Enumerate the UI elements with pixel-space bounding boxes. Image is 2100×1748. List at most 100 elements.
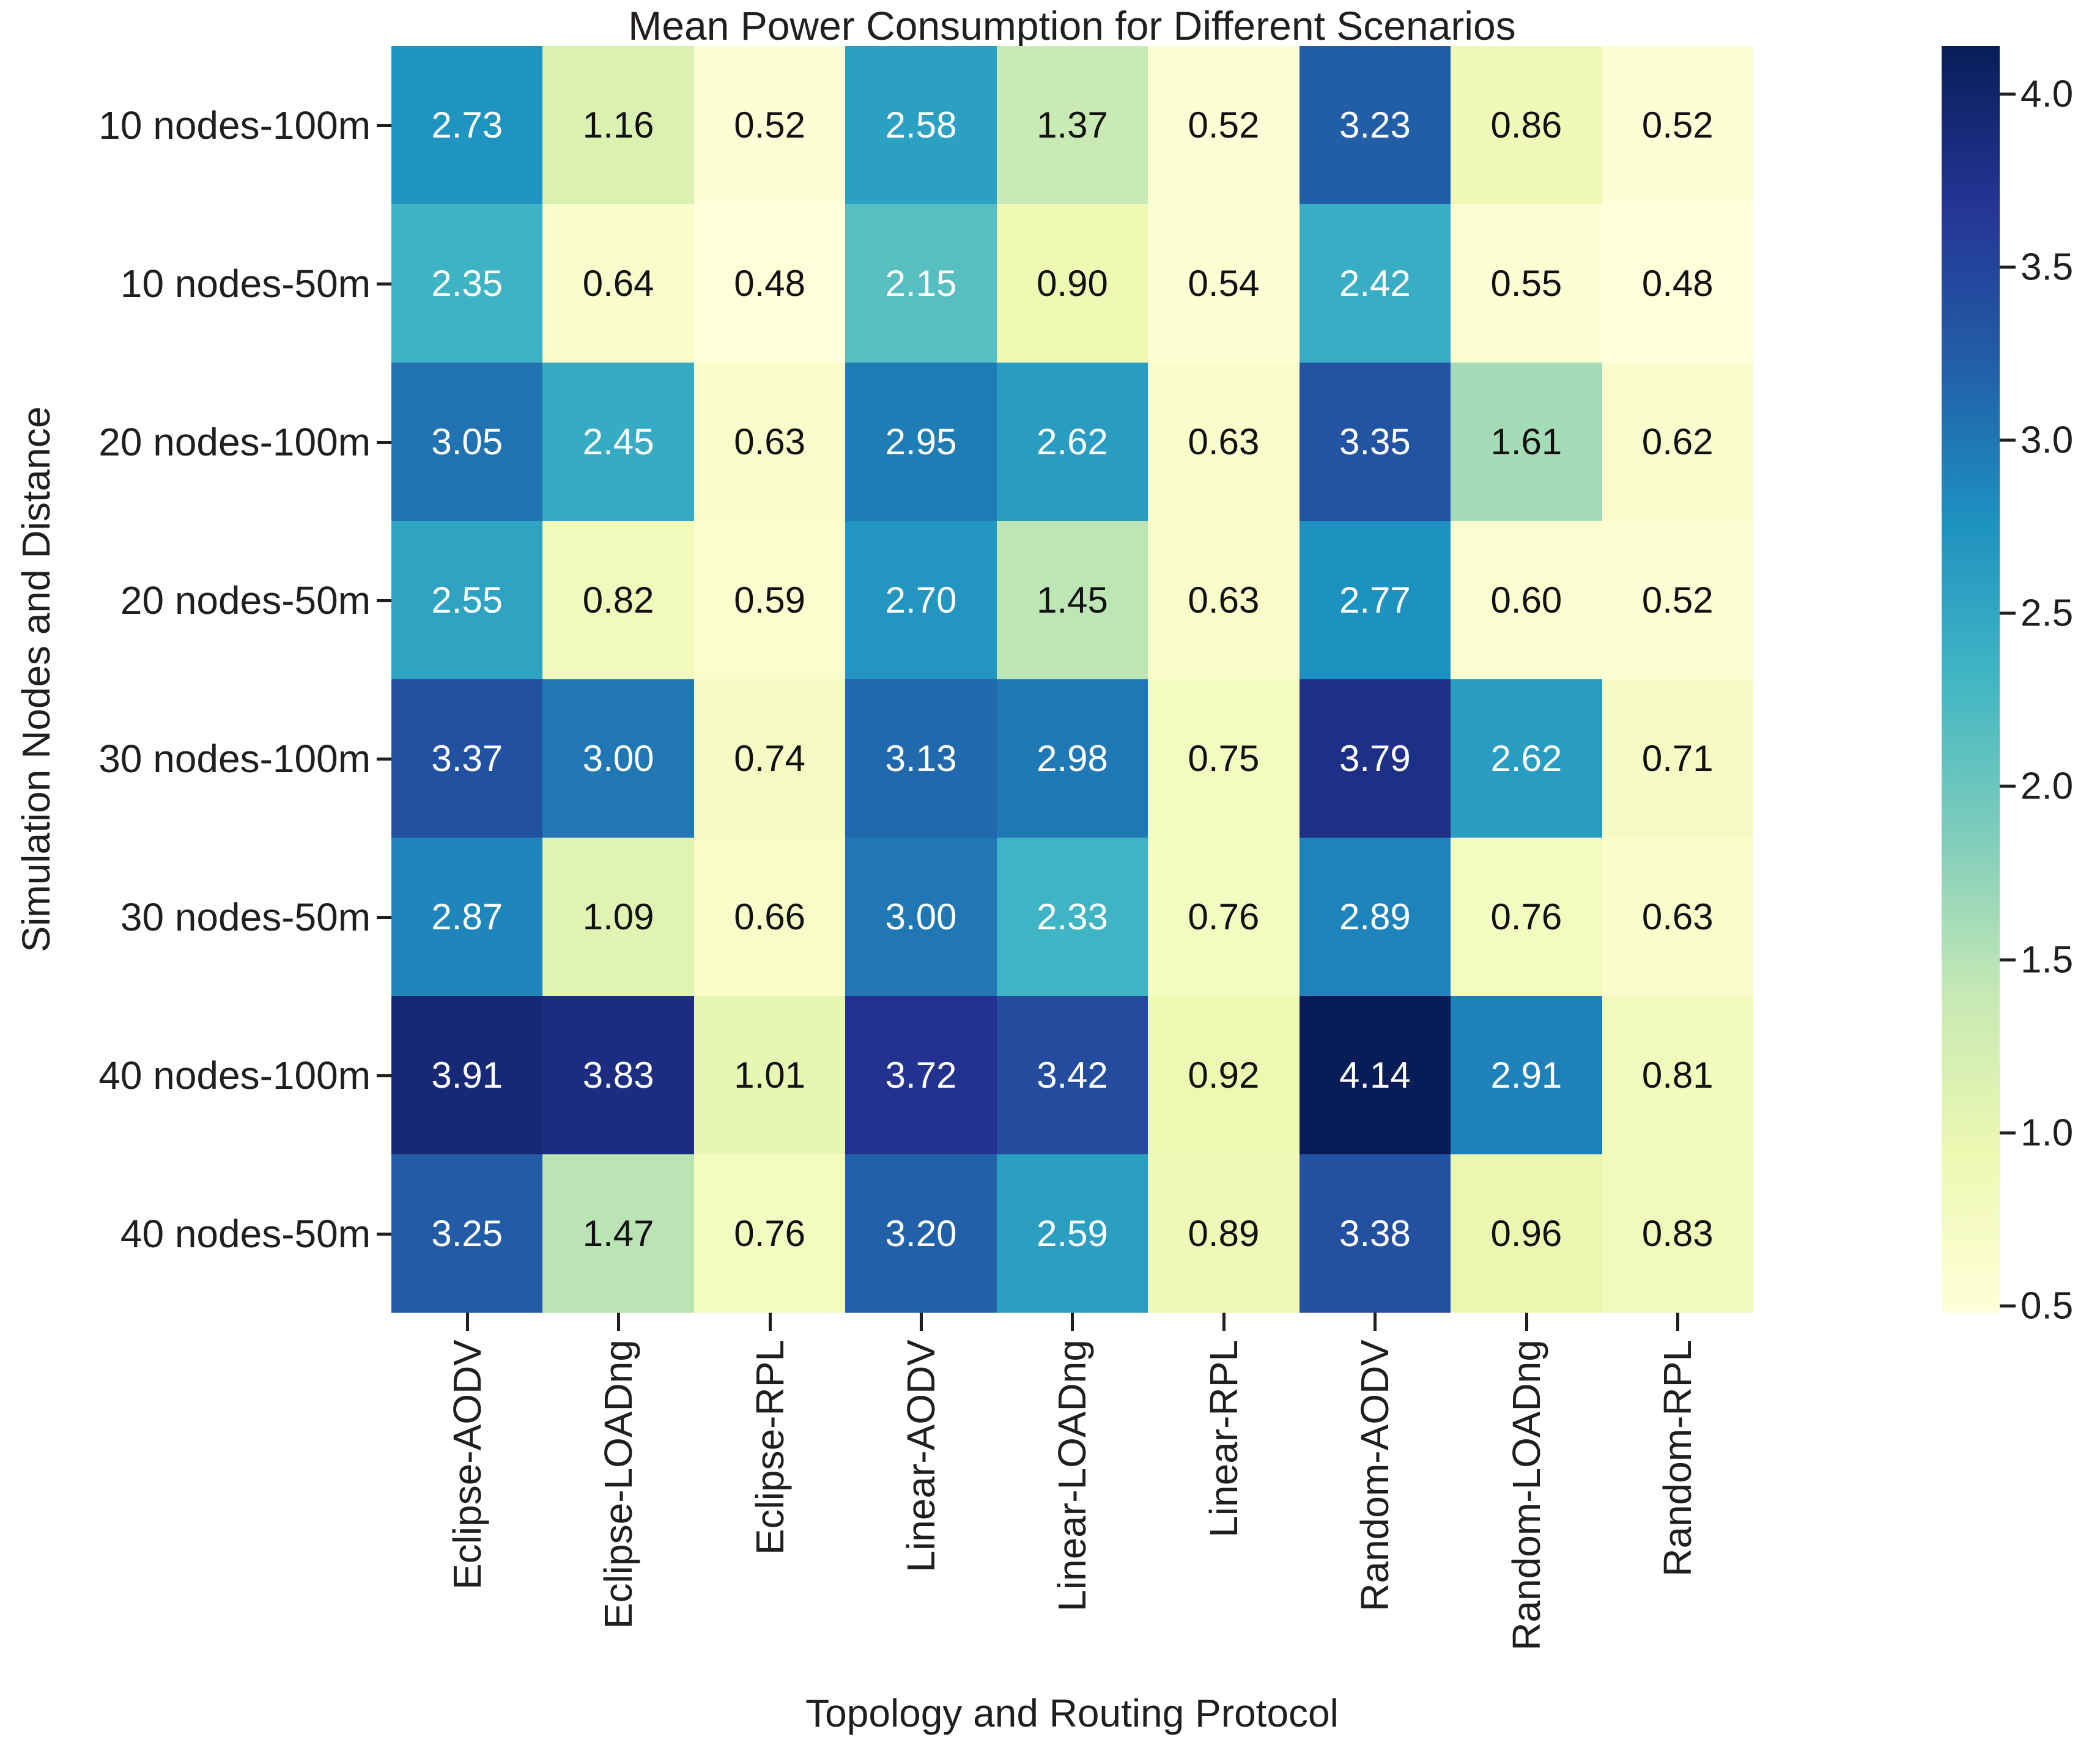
heatmap-cell: 3.79: [1299, 679, 1451, 838]
colorbar-tick: 1.5: [2000, 938, 2073, 981]
y-tick-label: 30 nodes-50m: [120, 894, 371, 939]
colorbar-tick-label: 2.0: [2021, 765, 2074, 808]
heatmap-cell: 2.45: [542, 363, 694, 521]
x-tick-label: Random-AODV: [1353, 1340, 1397, 1612]
heatmap-cell: 0.74: [693, 679, 846, 838]
heatmap-cell: 0.90: [996, 204, 1148, 363]
y-tick: 40 nodes-100m: [0, 996, 391, 1154]
heatmap-grid: 2.73 1.16 0.52 2.58 1.37 0.52 3.23 0.86 0.52 2.35…: [391, 46, 1753, 1313]
x-tick: Random-AODV: [1300, 1313, 1451, 1692]
heatmap-cell: 1.37: [996, 46, 1148, 204]
x-tick-labels: Eclipse-AODV Eclipse-LOADng Eclipse-RPL Lin…: [391, 1313, 1753, 1692]
heatmap-cell: 0.60: [1451, 521, 1602, 679]
heatmap-cell: 0.59: [693, 521, 846, 679]
x-tick-label: Eclipse-RPL: [747, 1340, 792, 1555]
y-tick-mark: [377, 1074, 391, 1077]
y-tick-mark: [377, 757, 391, 761]
y-tick-mark: [377, 282, 391, 286]
heatmap-cell: 0.48: [693, 204, 846, 363]
x-tick: Random-RPL: [1602, 1313, 1753, 1692]
heatmap-cell: 0.71: [1602, 679, 1753, 838]
colorbar-tick-mark: [2000, 1304, 2016, 1308]
x-tick-label: Random-RPL: [1655, 1340, 1700, 1577]
heatmap-cell: 3.37: [391, 679, 543, 838]
colorbar: [1942, 46, 2000, 1313]
heatmap-cell: 3.23: [1299, 46, 1451, 204]
colorbar-tick-label: 3.0: [2021, 419, 2074, 462]
heatmap-cell: 2.58: [845, 46, 997, 204]
heatmap-cell: 2.15: [845, 204, 997, 363]
x-tick-mark: [1222, 1313, 1226, 1331]
x-tick-mark: [465, 1313, 469, 1331]
x-tick-label: Linear-AODV: [899, 1340, 944, 1573]
x-tick-label: Eclipse-LOADng: [596, 1340, 641, 1629]
x-tick: Eclipse-RPL: [694, 1313, 845, 1692]
heatmap-cell: 2.62: [996, 363, 1148, 521]
colorbar-tick-label: 0.5: [2021, 1285, 2074, 1327]
heatmap-cell: 2.35: [391, 204, 543, 363]
chart-title: Mean Power Consumption for Different Sce…: [628, 3, 1516, 48]
colorbar-tick-label: 3.5: [2021, 246, 2074, 289]
heatmap-cell: 3.42: [996, 996, 1148, 1154]
heatmap-cell: 1.47: [542, 1154, 694, 1313]
heatmap-cell: 2.89: [1299, 838, 1451, 996]
heatmap-cell: 3.13: [845, 679, 997, 838]
colorbar-tick-mark: [2000, 1131, 2016, 1135]
y-tick: 30 nodes-100m: [0, 679, 391, 838]
heatmap-cell: 0.96: [1451, 1154, 1602, 1313]
x-tick-mark: [920, 1313, 923, 1331]
heatmap-cell: 0.89: [1148, 1154, 1300, 1313]
heatmap-cell: 2.77: [1299, 521, 1451, 679]
x-tick: Linear-RPL: [1148, 1313, 1299, 1692]
x-tick-mark: [768, 1313, 772, 1331]
heatmap-cell: 1.01: [693, 996, 846, 1154]
heatmap-cell: 2.70: [845, 521, 997, 679]
heatmap-cell: 1.09: [542, 838, 694, 996]
x-tick-label: Random-LOADng: [1504, 1340, 1548, 1651]
x-tick-mark: [1071, 1313, 1074, 1331]
x-tick-mark: [1676, 1313, 1680, 1331]
heatmap-cell: 3.25: [391, 1154, 543, 1313]
colorbar-tick-mark: [2000, 265, 2016, 269]
x-tick: Eclipse-AODV: [391, 1313, 542, 1692]
y-tick-label: 10 nodes-100m: [98, 103, 371, 147]
heatmap-cell: 3.83: [542, 996, 694, 1154]
y-tick-label: 10 nodes-50m: [120, 261, 371, 306]
heatmap-cell: 0.92: [1148, 996, 1300, 1154]
heatmap-cell: 0.63: [693, 363, 846, 521]
y-tick-label: 20 nodes-100m: [98, 419, 371, 464]
y-tick-mark: [377, 1232, 391, 1236]
colorbar-tick: 1.0: [2000, 1111, 2073, 1154]
heatmap-cell: 0.52: [1602, 46, 1753, 204]
colorbar-tick-label: 2.5: [2021, 592, 2074, 635]
colorbar-tick: 0.5: [2000, 1284, 2073, 1327]
x-tick-mark: [617, 1313, 621, 1331]
heatmap-cell: 1.16: [542, 46, 694, 204]
heatmap-cell: 2.91: [1451, 996, 1602, 1154]
y-tick-label: 40 nodes-100m: [98, 1053, 371, 1097]
heatmap-cell: 3.00: [845, 838, 997, 996]
y-tick: 10 nodes-100m: [0, 46, 391, 204]
x-tick-label: Linear-RPL: [1201, 1340, 1246, 1538]
x-tick: Eclipse-LOADng: [542, 1313, 693, 1692]
heatmap-cell: 0.64: [542, 204, 694, 363]
y-tick: 20 nodes-50m: [0, 521, 391, 679]
heatmap-cell: 0.48: [1602, 204, 1753, 363]
colorbar-tick-labels: 4.0 3.5 3.0 2.5 2.0 1.5 1.0 0.5: [2000, 46, 2100, 1327]
colorbar-tick-label: 1.0: [2021, 1112, 2074, 1154]
y-tick-label: 40 nodes-50m: [120, 1211, 371, 1256]
heatmap-cell: 0.76: [693, 1154, 846, 1313]
heatmap-cell: 2.95: [845, 363, 997, 521]
heatmap-cell: 2.87: [391, 838, 543, 996]
colorbar-tick: 3.5: [2000, 246, 2073, 289]
heatmap-cell: 0.86: [1451, 46, 1602, 204]
y-tick-label: 20 nodes-50m: [120, 578, 371, 622]
heatmap-cell: 0.82: [542, 521, 694, 679]
colorbar-tick: 2.0: [2000, 765, 2073, 808]
y-tick-labels: 10 nodes-100m 10 nodes-50m 20 nodes-100m 20…: [0, 46, 391, 1313]
y-tick-mark: [377, 124, 391, 127]
heatmap-cell: 0.83: [1602, 1154, 1753, 1313]
heatmap-cell: 0.76: [1451, 838, 1602, 996]
heatmap-cell: 3.38: [1299, 1154, 1451, 1313]
x-tick-label: Eclipse-AODV: [445, 1340, 489, 1590]
